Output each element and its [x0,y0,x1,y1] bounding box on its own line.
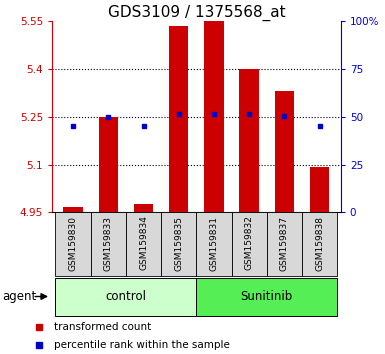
Text: control: control [105,290,146,303]
Bar [196,278,337,316]
Bar [275,91,294,212]
Bar [126,212,161,276]
Bar [91,212,126,276]
Text: transformed count: transformed count [54,322,152,332]
Text: percentile rank within the sample: percentile rank within the sample [54,340,230,350]
Bar [55,278,196,316]
Bar [310,167,329,212]
Bar [196,212,231,276]
Bar [55,212,91,276]
Bar [99,117,118,212]
Text: agent: agent [3,290,37,303]
Bar [161,212,196,276]
Text: Sunitinib: Sunitinib [241,290,293,303]
Text: GSM159833: GSM159833 [104,216,113,270]
Title: GDS3109 / 1375568_at: GDS3109 / 1375568_at [107,5,285,21]
Text: GSM159831: GSM159831 [209,216,218,270]
Bar [204,21,224,212]
Bar [64,207,83,212]
Text: GSM159830: GSM159830 [69,216,78,270]
Text: GSM159832: GSM159832 [245,216,254,270]
Text: GSM159837: GSM159837 [280,216,289,270]
Bar [134,205,153,212]
Bar [169,26,188,212]
Bar [302,212,337,276]
Text: GSM159838: GSM159838 [315,216,324,270]
Bar [231,212,267,276]
Text: GSM159834: GSM159834 [139,216,148,270]
Bar [239,69,259,212]
Bar [267,212,302,276]
Text: GSM159835: GSM159835 [174,216,183,270]
